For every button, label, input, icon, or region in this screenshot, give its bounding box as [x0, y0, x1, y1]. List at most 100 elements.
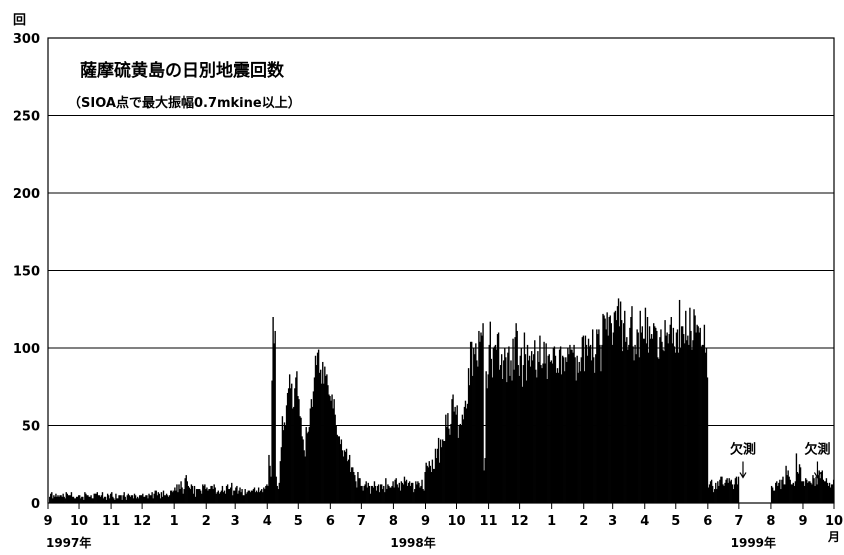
data-bar [553, 346, 556, 503]
data-bar [588, 346, 591, 503]
data-bar [88, 496, 90, 503]
x-tick-label: 5 [671, 514, 680, 529]
data-bar [596, 329, 598, 503]
data-bar [465, 408, 468, 503]
data-bar [100, 495, 103, 503]
data-bar [75, 496, 78, 503]
data-bar [124, 496, 126, 503]
data-bar [493, 346, 496, 503]
data-bar [487, 374, 489, 503]
data-bar [211, 485, 213, 503]
data-bar [601, 344, 603, 503]
data-bar [572, 352, 574, 503]
data-bar [357, 472, 359, 503]
data-bar [672, 327, 675, 503]
data-bar [177, 492, 179, 503]
data-bar [631, 306, 633, 503]
data-bar [236, 485, 238, 503]
data-bar [67, 495, 70, 503]
data-bar [285, 405, 288, 503]
data-bar [62, 493, 64, 503]
data-bar [186, 481, 188, 503]
data-bar [232, 495, 234, 503]
data-bar [98, 495, 101, 503]
x-tick-label: 2 [579, 514, 588, 529]
data-bar [779, 479, 781, 503]
data-bar [515, 323, 517, 503]
data-bar [147, 498, 149, 503]
data-bar [106, 493, 109, 503]
year-label: 1999年 [731, 535, 776, 550]
data-bar [610, 323, 612, 503]
data-bar [486, 388, 488, 503]
data-bar [612, 332, 615, 503]
data-bar [421, 479, 423, 503]
data-bar [187, 485, 190, 503]
data-bar [445, 414, 447, 503]
data-bar [277, 489, 279, 503]
data-bar [719, 479, 721, 503]
data-bar [776, 481, 778, 503]
data-bar [787, 470, 789, 503]
data-bar [209, 489, 211, 503]
data-bar [226, 484, 229, 503]
x-tick-label: 11 [102, 514, 120, 529]
data-bar [801, 481, 804, 503]
data-bar [202, 484, 204, 503]
data-bar [170, 490, 172, 503]
data-bar [288, 374, 291, 503]
data-bar [210, 485, 212, 503]
data-bar [523, 332, 526, 503]
data-bar [101, 492, 104, 503]
data-bar [131, 495, 134, 503]
data-bar [570, 349, 572, 503]
data-bar [349, 472, 352, 503]
data-bar [359, 478, 361, 503]
data-bar [463, 406, 466, 503]
data-bar [71, 496, 74, 503]
data-bar [628, 344, 630, 503]
data-bar [104, 496, 107, 503]
data-bar [480, 332, 482, 503]
data-bar [406, 485, 409, 503]
data-bar [828, 482, 831, 503]
data-bar [194, 496, 197, 503]
data-bar [645, 343, 648, 503]
data-bar [707, 487, 710, 503]
data-bar [611, 344, 614, 503]
data-bar [516, 330, 518, 503]
data-bar [804, 485, 806, 503]
data-bar [437, 437, 440, 503]
data-bar [65, 492, 67, 503]
data-bar [335, 425, 337, 503]
data-bar [674, 352, 677, 503]
data-bar [474, 354, 476, 503]
x-tick-label: 11 [480, 514, 498, 529]
data-bar [575, 380, 577, 503]
x-tick-label: 5 [294, 514, 303, 529]
data-bar [564, 371, 566, 503]
data-bar [293, 406, 295, 503]
data-bar [163, 495, 166, 503]
data-bar [386, 489, 388, 503]
data-bar [587, 338, 590, 503]
data-bar [411, 482, 413, 503]
data-bar [462, 419, 465, 503]
data-bar [151, 492, 153, 503]
data-bar [686, 340, 688, 503]
data-bar [728, 478, 730, 503]
data-bar [571, 349, 573, 503]
data-bar [117, 498, 119, 503]
data-bar [527, 360, 530, 503]
data-bar [468, 385, 471, 503]
data-bar [720, 476, 722, 503]
data-bar [791, 484, 793, 503]
data-bar [324, 366, 326, 503]
missing-data-label: 欠測 [730, 442, 756, 458]
data-bar [710, 479, 713, 503]
data-bar [569, 344, 571, 503]
data-bar [556, 368, 559, 503]
x-tick-label: 9 [421, 514, 430, 529]
data-bar [155, 490, 157, 503]
